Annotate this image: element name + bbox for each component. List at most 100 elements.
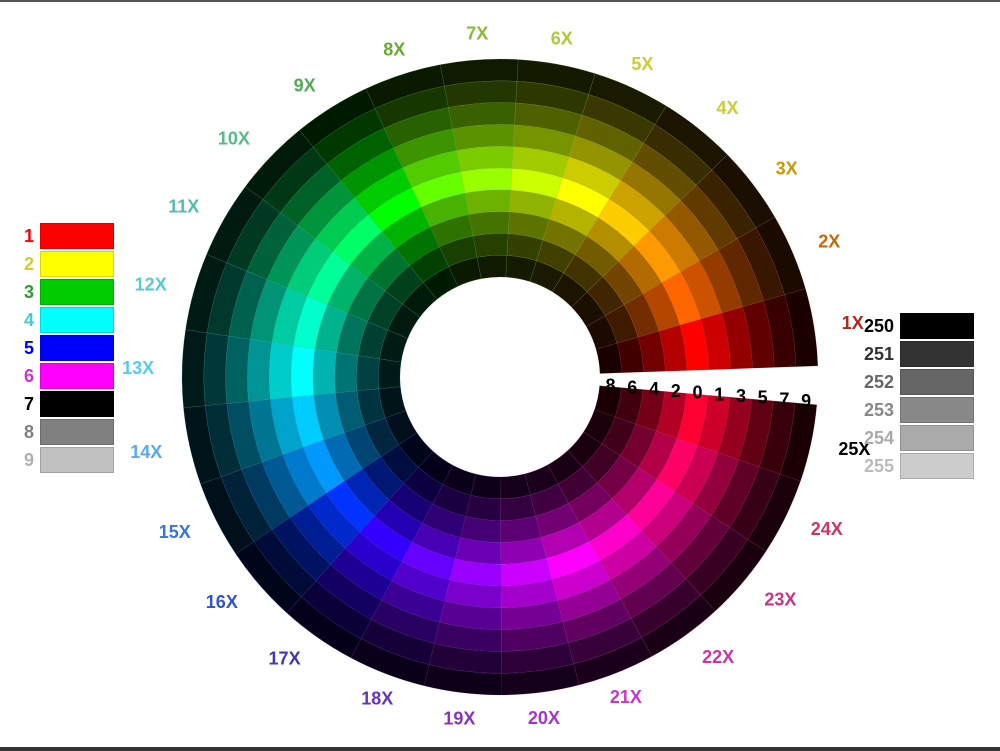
sector-label: 17X: [269, 649, 301, 669]
ring-index-label: 1: [714, 384, 724, 404]
sector-label: 13X: [122, 358, 154, 378]
sector-label: 19X: [443, 709, 475, 729]
ring-index-label: 9: [801, 391, 811, 411]
sector-label: 21X: [610, 687, 642, 707]
sector-label: 12X: [135, 274, 167, 294]
wheel-cell: [182, 330, 207, 408]
legend-swatch: [40, 251, 114, 277]
legend-swatch: [900, 425, 974, 451]
legend-number: 253: [848, 400, 900, 421]
legend-swatch: [40, 419, 114, 445]
legend-right: 250 251 252 253 254 255: [848, 312, 974, 480]
wheel-cell: [378, 359, 401, 389]
legend-swatch: [900, 369, 974, 395]
legend-row: 252: [848, 368, 974, 396]
legend-row: 255: [848, 452, 974, 480]
wheel-cell: [501, 495, 536, 521]
legend-row: 254: [848, 424, 974, 452]
wheel-cell: [356, 356, 379, 391]
wheel-cell: [269, 343, 293, 400]
ring-index-label: 2: [671, 381, 681, 401]
legend-swatch: [40, 335, 114, 361]
legend-row: 2: [12, 250, 114, 278]
sector-label: 11X: [168, 196, 199, 216]
legend-number: 2: [12, 254, 40, 275]
legend-row: 9: [12, 446, 114, 474]
wheel-cell: [465, 190, 511, 215]
legend-swatch: [900, 397, 974, 423]
legend-number: 5: [12, 338, 40, 359]
legend-row: 250: [848, 312, 974, 340]
legend-swatch: [40, 279, 114, 305]
legend-swatch: [40, 223, 114, 249]
legend-swatch: [900, 341, 974, 367]
legend-number: 1: [12, 226, 40, 247]
sector-label: 20X: [528, 708, 560, 728]
ring-index-label: 0: [692, 383, 702, 403]
ring-index-label: 7: [779, 389, 789, 409]
legend-row: 4: [12, 306, 114, 334]
sector-label: 15X: [159, 522, 191, 542]
ring-index-label: 6: [627, 377, 637, 397]
legend-left: 1 2 3 4 5 6 7 8 9: [12, 222, 114, 474]
legend-number: 9: [12, 450, 40, 471]
wheel-cell: [473, 233, 508, 257]
sector-label: 2X: [818, 232, 840, 252]
wheel-cell: [335, 352, 358, 393]
sector-label: 16X: [206, 592, 238, 612]
legend-row: 8: [12, 418, 114, 446]
sector-label: 4X: [717, 98, 739, 118]
color-wheel-chart: 86420135791X2X3X4X5X6X7X8X9X10X11X12X13X…: [0, 0, 1000, 751]
wheel-cell: [457, 146, 514, 172]
legend-row: 7: [12, 390, 114, 418]
sector-label: 5X: [631, 54, 653, 74]
legend-number: 6: [12, 366, 40, 387]
ring-index-label: 4: [649, 379, 659, 399]
wheel-cell: [247, 339, 271, 401]
wheel-cell: [204, 333, 229, 406]
legend-number: 255: [848, 456, 900, 477]
legend-number: 4: [12, 310, 40, 331]
legend-swatch: [40, 307, 114, 333]
legend-number: 3: [12, 282, 40, 303]
sector-label: 6X: [551, 29, 573, 49]
legend-row: 5: [12, 334, 114, 362]
sector-label: 9X: [294, 75, 316, 95]
sector-label: 7X: [466, 24, 488, 44]
ring-index-label: 8: [606, 376, 616, 396]
ring-index-label: 3: [736, 386, 746, 406]
legend-swatch: [900, 453, 974, 479]
legend-number: 251: [848, 344, 900, 365]
wheel-cell: [477, 255, 507, 279]
legend-number: 254: [848, 428, 900, 449]
legend-row: 3: [12, 278, 114, 306]
sector-label: 14X: [130, 442, 162, 462]
wheel-cell: [226, 336, 251, 403]
sector-label: 22X: [702, 647, 734, 667]
legend-swatch: [900, 313, 974, 339]
legend-row: 253: [848, 396, 974, 424]
wheel-cell: [452, 124, 514, 150]
legend-swatch: [40, 363, 114, 389]
sector-label: 23X: [764, 589, 796, 609]
legend-swatch: [40, 447, 114, 473]
legend-swatch: [40, 391, 114, 417]
sector-label: 8X: [383, 40, 405, 60]
sector-label: 24X: [811, 519, 843, 539]
legend-number: 252: [848, 372, 900, 393]
wheel-cell: [313, 349, 337, 395]
sector-label: 18X: [361, 688, 393, 708]
wheel-cell: [466, 495, 501, 520]
ring-index-label: 5: [758, 388, 768, 408]
wheel-cell: [471, 474, 501, 499]
wheel-cell: [291, 346, 315, 397]
sector-label: 10X: [218, 129, 250, 149]
legend-row: 251: [848, 340, 974, 368]
legend-number: 250: [848, 316, 900, 337]
legend-number: 7: [12, 394, 40, 415]
wheel-cell: [461, 168, 512, 193]
legend-number: 8: [12, 422, 40, 443]
legend-row: 1: [12, 222, 114, 250]
wheel-cell: [469, 212, 510, 236]
wheel-cell: [460, 516, 500, 542]
